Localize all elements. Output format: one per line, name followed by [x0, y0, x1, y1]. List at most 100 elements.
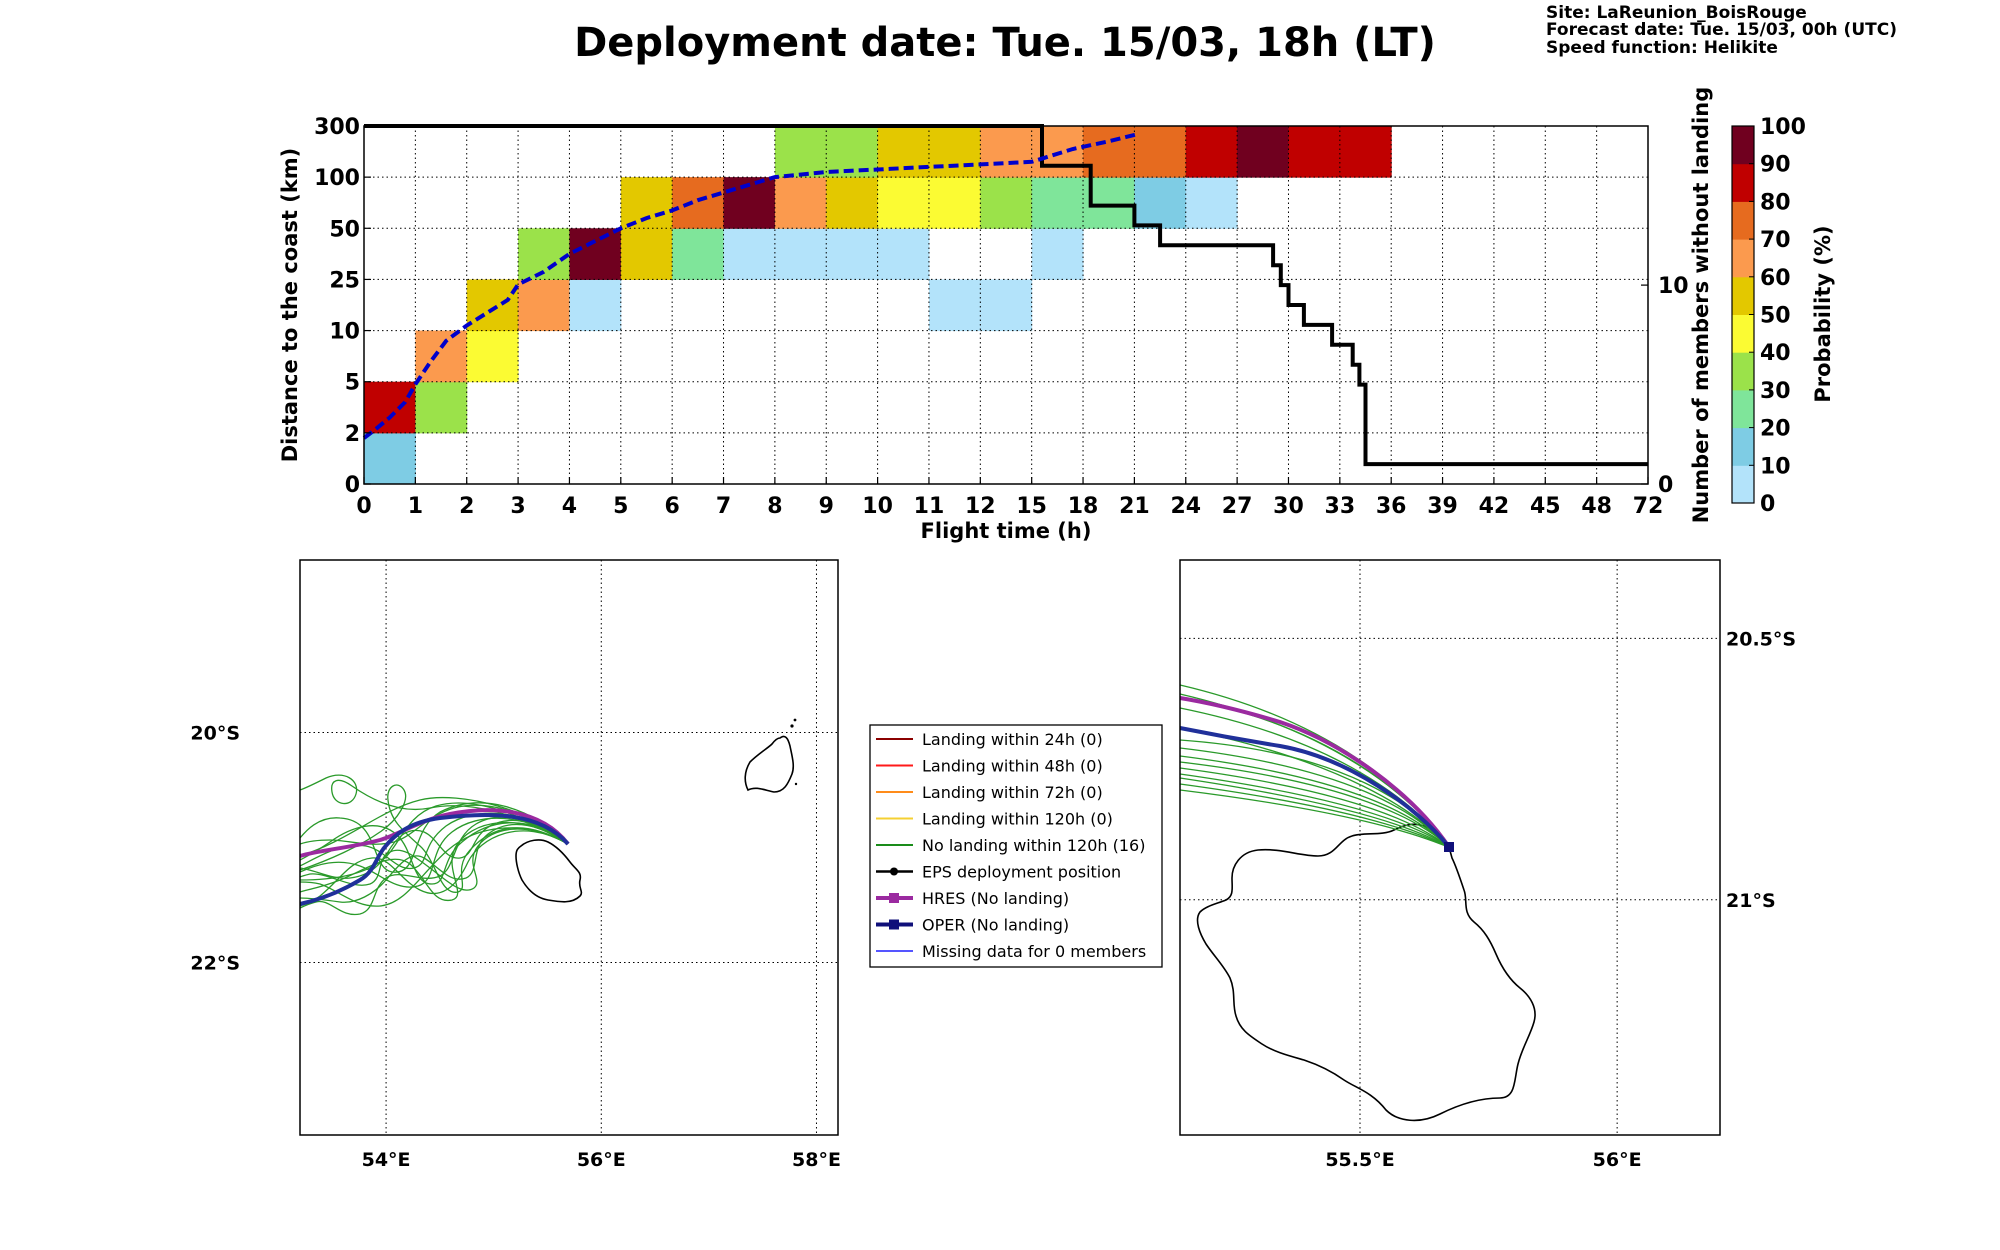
- map-lat-label: 20°S: [190, 723, 240, 745]
- heatmap-cell: [1031, 177, 1084, 229]
- heatmap-cell: [1237, 126, 1289, 178]
- colorbar-tick-label: 20: [1760, 417, 1791, 442]
- x-tick-label: 18: [1068, 494, 1099, 519]
- colorbar-tick-label: 10: [1760, 454, 1791, 479]
- heatmap-cell: [1031, 228, 1084, 280]
- eps-trajectory: [1179, 777, 1450, 848]
- mauritius-coastline: [744, 735, 795, 793]
- legend-label: EPS deployment position: [922, 863, 1121, 882]
- heatmap-chart: 0 1 2 3 4 5 6 7 8 9 10 11 12 15 18 21 24 27 30 33 36 39 42 45 48…: [278, 87, 1713, 543]
- legend-label: Landing within 72h (0): [922, 783, 1103, 802]
- heatmap-cells: [364, 126, 1392, 485]
- x-tick-label: 42: [1479, 494, 1510, 519]
- figure-title: Deployment date: Tue. 15/03, 18h (LT): [574, 20, 1436, 66]
- heatmap-cell: [826, 228, 879, 280]
- x-tick-label: 5: [613, 494, 628, 519]
- heatmap-grid: [364, 126, 1648, 484]
- colorbar-tick-label: 30: [1760, 379, 1791, 404]
- island-islet: [794, 782, 798, 786]
- eps-trajectory: [299, 774, 569, 845]
- x-tick-label: 45: [1530, 494, 1561, 519]
- oper-trajectory: [299, 812, 570, 906]
- x-tick-label: 0: [356, 494, 371, 519]
- heatmap-y2-ticks: 0 10: [1641, 274, 1689, 498]
- colorbar-swatch: [1732, 352, 1754, 391]
- median-distance-line: [362, 131, 1140, 440]
- y-tick-label: 5: [345, 371, 360, 396]
- colorbar: 0 10 20 30 40 50 60 70 80 90 100 Probability (%): [1731, 115, 1835, 517]
- y-tick-label: 10: [329, 320, 360, 345]
- x-tick-label: 27: [1222, 494, 1253, 519]
- heatmap-cell: [518, 228, 570, 280]
- x-tick-label: 2: [459, 494, 474, 519]
- island-islet: [793, 718, 797, 722]
- eps-trajectory: [1179, 755, 1450, 848]
- heatmap-cell: [980, 279, 1033, 332]
- y2-tick-label: 0: [1658, 473, 1673, 498]
- heatmap-lines: [362, 124, 1648, 467]
- map-right-ticks: 55.5°E 56°E 20.5°S 21°S: [1325, 628, 1796, 1171]
- colorbar-tick-label: 0: [1760, 492, 1775, 517]
- eps-trajectory: [299, 804, 569, 845]
- legend-marker: [889, 893, 899, 903]
- eps-trajectory: [299, 822, 569, 885]
- map-left-grid: [300, 560, 838, 1135]
- oper-trajectory: [1179, 726, 1451, 849]
- eps-trajectory: [299, 830, 569, 907]
- heatmap-cell: [723, 228, 776, 280]
- map-left-trajectories: [299, 774, 570, 916]
- heatmap-x-ticks: 0 1 2 3 4 5 6 7 8 9 10 11 12 15 18 21 24 27 30 33 36 39 42 45 48…: [356, 477, 1663, 519]
- colorbar-swatches: [1732, 126, 1754, 504]
- heatmap-cell: [620, 177, 673, 229]
- y2-axis-label: Number of members without landing: [1689, 87, 1713, 524]
- eps-trajectory: [1179, 767, 1450, 848]
- heatmap-cell: [672, 177, 725, 229]
- colorbar-swatch: [1732, 389, 1754, 429]
- x-axis-label: Flight time (h): [921, 519, 1092, 543]
- eps-trajectory: [299, 816, 569, 916]
- y-axis-label: Distance to the coast (km): [278, 148, 302, 463]
- reunion-coastline: [515, 839, 583, 903]
- colorbar-swatch: [1732, 126, 1754, 165]
- heatmap-cell: [364, 432, 416, 485]
- heatmap-cell: [928, 177, 981, 229]
- eps-trajectory: [1179, 773, 1450, 848]
- colorbar-ticks: 0 10 20 30 40 50 60 70 80 90 100: [1749, 115, 1806, 517]
- y-tick-label: 2: [345, 422, 360, 447]
- x-tick-label: 33: [1325, 494, 1356, 519]
- map-right-frame: [1179, 559, 1721, 1136]
- eps-trajectory: [299, 827, 569, 907]
- legend-label: HRES (No landing): [922, 889, 1069, 908]
- colorbar-tick-label: 40: [1760, 341, 1791, 366]
- x-tick-label: 72: [1633, 494, 1664, 519]
- heatmap-cell: [980, 126, 1033, 178]
- map-lon-label: 55.5°E: [1325, 1149, 1394, 1171]
- heatmap-cell: [672, 228, 725, 280]
- x-tick-label: 21: [1119, 494, 1150, 519]
- heatmap-cell: [1288, 126, 1341, 178]
- legend-label: OPER (No landing): [922, 916, 1069, 935]
- map-lat-label: 21°S: [1726, 890, 1776, 912]
- y-tick-label: 100: [314, 166, 360, 191]
- map-lon-label: 54°E: [362, 1149, 411, 1171]
- heatmap-cell: [415, 381, 468, 434]
- heatmap-frame: [363, 125, 1649, 485]
- forecast-label: Forecast date: Tue. 15/03, 00h (UTC): [1546, 20, 1897, 40]
- deployment-marker: [1444, 842, 1454, 852]
- eps-trajectory: [299, 819, 569, 879]
- map-left-ticks: 54°E 56°E 58°E 20°S 22°S: [190, 723, 841, 1172]
- eps-trajectory: [299, 802, 569, 873]
- heatmap-cell: [928, 279, 981, 332]
- heatmap-cell: [928, 126, 981, 178]
- colorbar-tick-label: 80: [1760, 190, 1791, 215]
- x-tick-label: 6: [665, 494, 680, 519]
- y-tick-label: 50: [329, 217, 360, 242]
- island-islet: [790, 724, 794, 728]
- colorbar-swatch: [1732, 201, 1754, 240]
- heatmap-cell: [877, 177, 930, 229]
- map-lat-label: 22°S: [190, 953, 240, 975]
- heatmap-cell: [518, 279, 570, 332]
- map-lon-label: 56°E: [1593, 1149, 1642, 1171]
